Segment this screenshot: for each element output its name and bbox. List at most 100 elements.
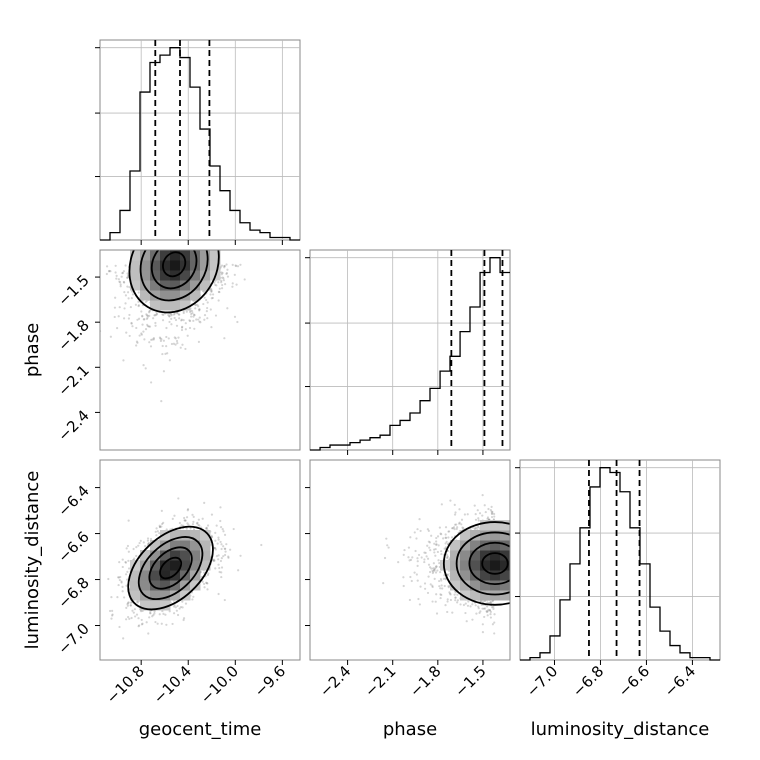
density-cell [170,560,181,571]
sample-point [174,318,178,322]
sample-point [215,524,218,527]
sample-point [117,315,120,318]
sample-point [164,613,167,616]
sample-point [437,544,440,547]
sample-point [214,547,217,550]
sample-point [124,561,127,564]
sample-point [155,527,158,530]
contour [127,525,214,611]
sample-point [206,524,210,527]
density-cell [130,270,141,281]
sample-point [205,310,208,313]
sample-point [432,562,435,565]
sample-point [138,317,141,320]
sample-point [135,344,138,347]
sample-point [182,310,185,313]
sample-point [220,279,223,282]
sample-point [206,301,209,304]
sample-point [489,610,492,613]
sample-point [198,308,201,311]
sample-point [222,277,225,280]
sample-point [167,337,170,340]
sample-point [434,566,437,569]
sample-point [482,600,485,603]
sample-point [439,596,442,600]
sample-point [419,529,422,533]
sample-point [142,330,145,333]
sample-point [95,271,97,273]
sample-point [108,269,111,273]
density-cell [130,250,141,261]
sample-point [128,334,131,338]
hist-geocent_time [95,39,301,241]
sample-point [146,316,149,319]
sample-point [191,309,194,313]
sample-point [182,617,186,620]
sample-point [147,632,150,635]
sample-point [114,264,117,267]
sample-point [212,558,216,561]
sample-point [453,503,456,506]
sample-point [192,595,195,598]
sample-point [416,579,419,582]
sample-point [217,281,220,284]
density-cell [130,570,141,581]
sample-point [414,549,417,553]
density-cell [150,270,161,281]
sample-point [172,313,175,316]
density-cell [130,560,141,571]
sample-point [121,565,124,569]
sample-point [493,515,496,518]
sample-point [188,319,191,322]
sample-point [220,566,224,569]
sample-point [117,278,120,281]
sample-point [429,549,432,552]
sample-point [190,315,193,318]
sample-point [139,610,143,613]
sample-point [193,313,196,317]
sample-point [126,276,129,280]
sample-point [127,297,130,300]
sample-point [126,615,130,619]
sample-point [114,296,117,299]
sample-point [223,266,226,269]
sample-point [114,271,117,274]
density-cell [180,560,191,571]
sample-point [214,283,217,286]
sample-point [179,346,182,349]
sample-point [491,600,494,603]
sample-point [147,325,151,328]
hist-step [100,47,300,241]
sample-point [220,571,223,574]
sample-point [111,614,114,617]
sample-point [217,563,220,566]
sample-point [223,547,226,550]
sample-point [210,289,213,293]
sample-point [402,576,405,579]
sample-point [140,310,143,313]
sample-point [485,605,489,608]
sample-point [444,526,448,529]
sample-point [145,314,149,317]
sample-point [176,342,179,345]
sample-point [222,530,225,533]
sample-point [426,557,430,560]
sample-point [203,501,206,504]
sample-point [215,555,218,558]
sample-point [159,339,162,343]
sample-point [205,527,208,530]
sample-point [221,271,224,275]
sample-point [444,533,447,536]
density-cell [170,590,181,601]
sample-point [144,300,147,304]
hist-frame [519,459,721,661]
sample-point [175,339,179,343]
sample-point [197,340,201,343]
contour [148,546,193,590]
sample-point [197,305,200,308]
sample-point [212,559,215,562]
sample-point [170,323,173,326]
sample-point [130,321,133,325]
sample-point [484,607,487,610]
density-cell [180,540,191,551]
